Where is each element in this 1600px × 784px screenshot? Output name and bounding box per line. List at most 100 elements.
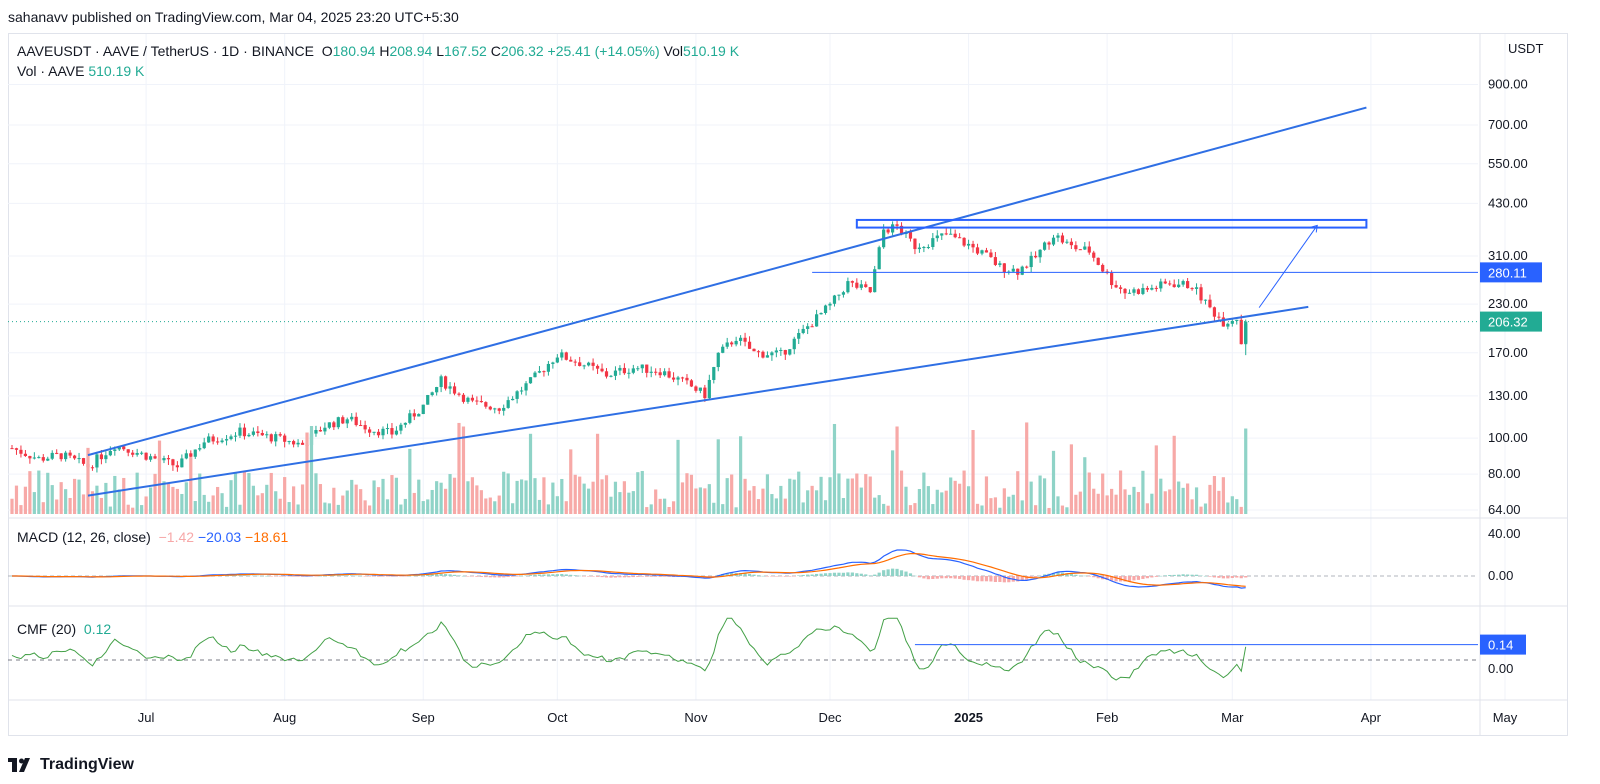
candle-body: [591, 362, 595, 366]
macd-histogram-bar: [1020, 576, 1024, 581]
candle-body: [694, 386, 698, 391]
volume-bar: [242, 471, 247, 514]
volume-bar: [368, 505, 372, 514]
macd-histogram-bar: [640, 576, 644, 577]
volume-bar: [332, 487, 336, 514]
candle-body: [725, 342, 729, 347]
candle-body: [1087, 246, 1091, 253]
candle-body: [368, 429, 372, 433]
macd-histogram-bar: [958, 576, 962, 579]
volume-bar: [1168, 489, 1172, 514]
candle-body: [1132, 289, 1136, 293]
volume-bar: [792, 479, 796, 514]
last-price-label-text: 206.32: [1488, 315, 1528, 330]
macd-histogram-bar: [832, 572, 837, 576]
macd-histogram-bar: [819, 573, 823, 576]
volume-bar: [958, 483, 962, 514]
volume-bar: [1217, 490, 1221, 514]
macd-histogram-bar: [336, 575, 340, 576]
macd-histogram-bar: [524, 575, 528, 577]
candle-body: [832, 295, 837, 304]
volume-bar: [564, 501, 568, 514]
macd-tick-label: 0.00: [1488, 568, 1513, 583]
volume-bar: [1190, 499, 1194, 514]
candle-body: [220, 440, 224, 443]
candle-body: [216, 441, 220, 443]
candle-body: [1123, 288, 1127, 294]
volume-bar: [770, 494, 774, 514]
macd-histogram-bar: [1034, 576, 1038, 578]
candle-body: [922, 247, 926, 249]
volume-bar: [148, 487, 153, 514]
macd-histogram-bar: [1212, 576, 1217, 578]
macd-histogram-bar: [712, 576, 716, 577]
macd-histogram-bar: [412, 575, 416, 577]
volume-bar: [636, 472, 640, 514]
volume-bar: [131, 507, 135, 514]
candle-body: [68, 452, 72, 456]
macd-histogram-bar: [622, 576, 626, 578]
volume-bar: [461, 426, 466, 514]
volume-bar: [551, 482, 555, 514]
macd-histogram-bar: [1221, 576, 1225, 579]
macd-histogram-bar: [886, 569, 890, 576]
macd-histogram-bar: [292, 576, 296, 577]
candle-body: [1235, 319, 1239, 321]
candle-body: [148, 456, 153, 460]
volume-bar: [247, 473, 251, 514]
macd-histogram-bar: [274, 576, 278, 577]
macd-histogram-bar: [667, 576, 671, 577]
macd-histogram-bar: [931, 576, 935, 579]
volume-bar: [41, 502, 45, 514]
volume-bar: [1235, 499, 1239, 514]
candle-body: [685, 377, 689, 381]
candle-body: [658, 372, 662, 376]
macd-histogram-bar: [922, 576, 926, 579]
last-candle-body: [1244, 321, 1248, 343]
candle-body: [126, 449, 130, 453]
cmf-legend: CMF (20) 0.12: [17, 621, 112, 637]
candle-body: [131, 452, 135, 455]
volume-bar: [587, 488, 591, 514]
macd-histogram-bar: [439, 573, 443, 576]
candle-body: [676, 377, 680, 380]
macd-histogram-bar: [582, 576, 586, 577]
candle-body: [649, 371, 653, 373]
candle-body: [19, 449, 23, 454]
volume-bar: [998, 507, 1002, 514]
volume-bar: [479, 490, 483, 514]
candle-body: [59, 453, 63, 460]
macd-histogram-bar: [864, 574, 868, 576]
volume-bar: [117, 489, 121, 514]
volume-bar: [582, 483, 586, 514]
macd-histogram-bar: [390, 576, 394, 577]
vol-value: 510.19 K: [683, 43, 740, 59]
macd-histogram-bar: [1163, 575, 1167, 576]
macd-histogram-bar: [551, 574, 555, 576]
volume-bar: [1239, 506, 1243, 514]
price-tick-label: 80.00: [1488, 466, 1521, 481]
candle-body: [466, 397, 470, 402]
volume-bar: [752, 486, 756, 514]
macd-histogram-bar: [890, 568, 895, 576]
volume-bar: [533, 478, 537, 514]
macd-histogram-bar: [859, 573, 863, 576]
candle-body: [980, 250, 984, 254]
volume-bar: [108, 506, 112, 514]
volume-bar: [1060, 505, 1065, 514]
volume-bar: [631, 491, 635, 514]
volume-bar: [198, 473, 202, 514]
volume-legend: Vol · AAVE 510.19 K: [17, 63, 145, 79]
symbol-label: AAVEUSDT · AAVE / TetherUS · 1D · BINANC…: [17, 43, 314, 59]
candle-body: [600, 368, 604, 372]
candle-body: [926, 247, 930, 249]
macd-histogram-bar: [1168, 574, 1172, 576]
tradingview-brand[interactable]: TradingView: [8, 756, 134, 774]
candle-body: [989, 252, 993, 258]
candle-body: [381, 428, 385, 436]
volume-bar: [37, 470, 41, 514]
candle-body: [573, 361, 577, 363]
volume-bar: [846, 478, 850, 514]
candle-body: [1060, 235, 1065, 243]
